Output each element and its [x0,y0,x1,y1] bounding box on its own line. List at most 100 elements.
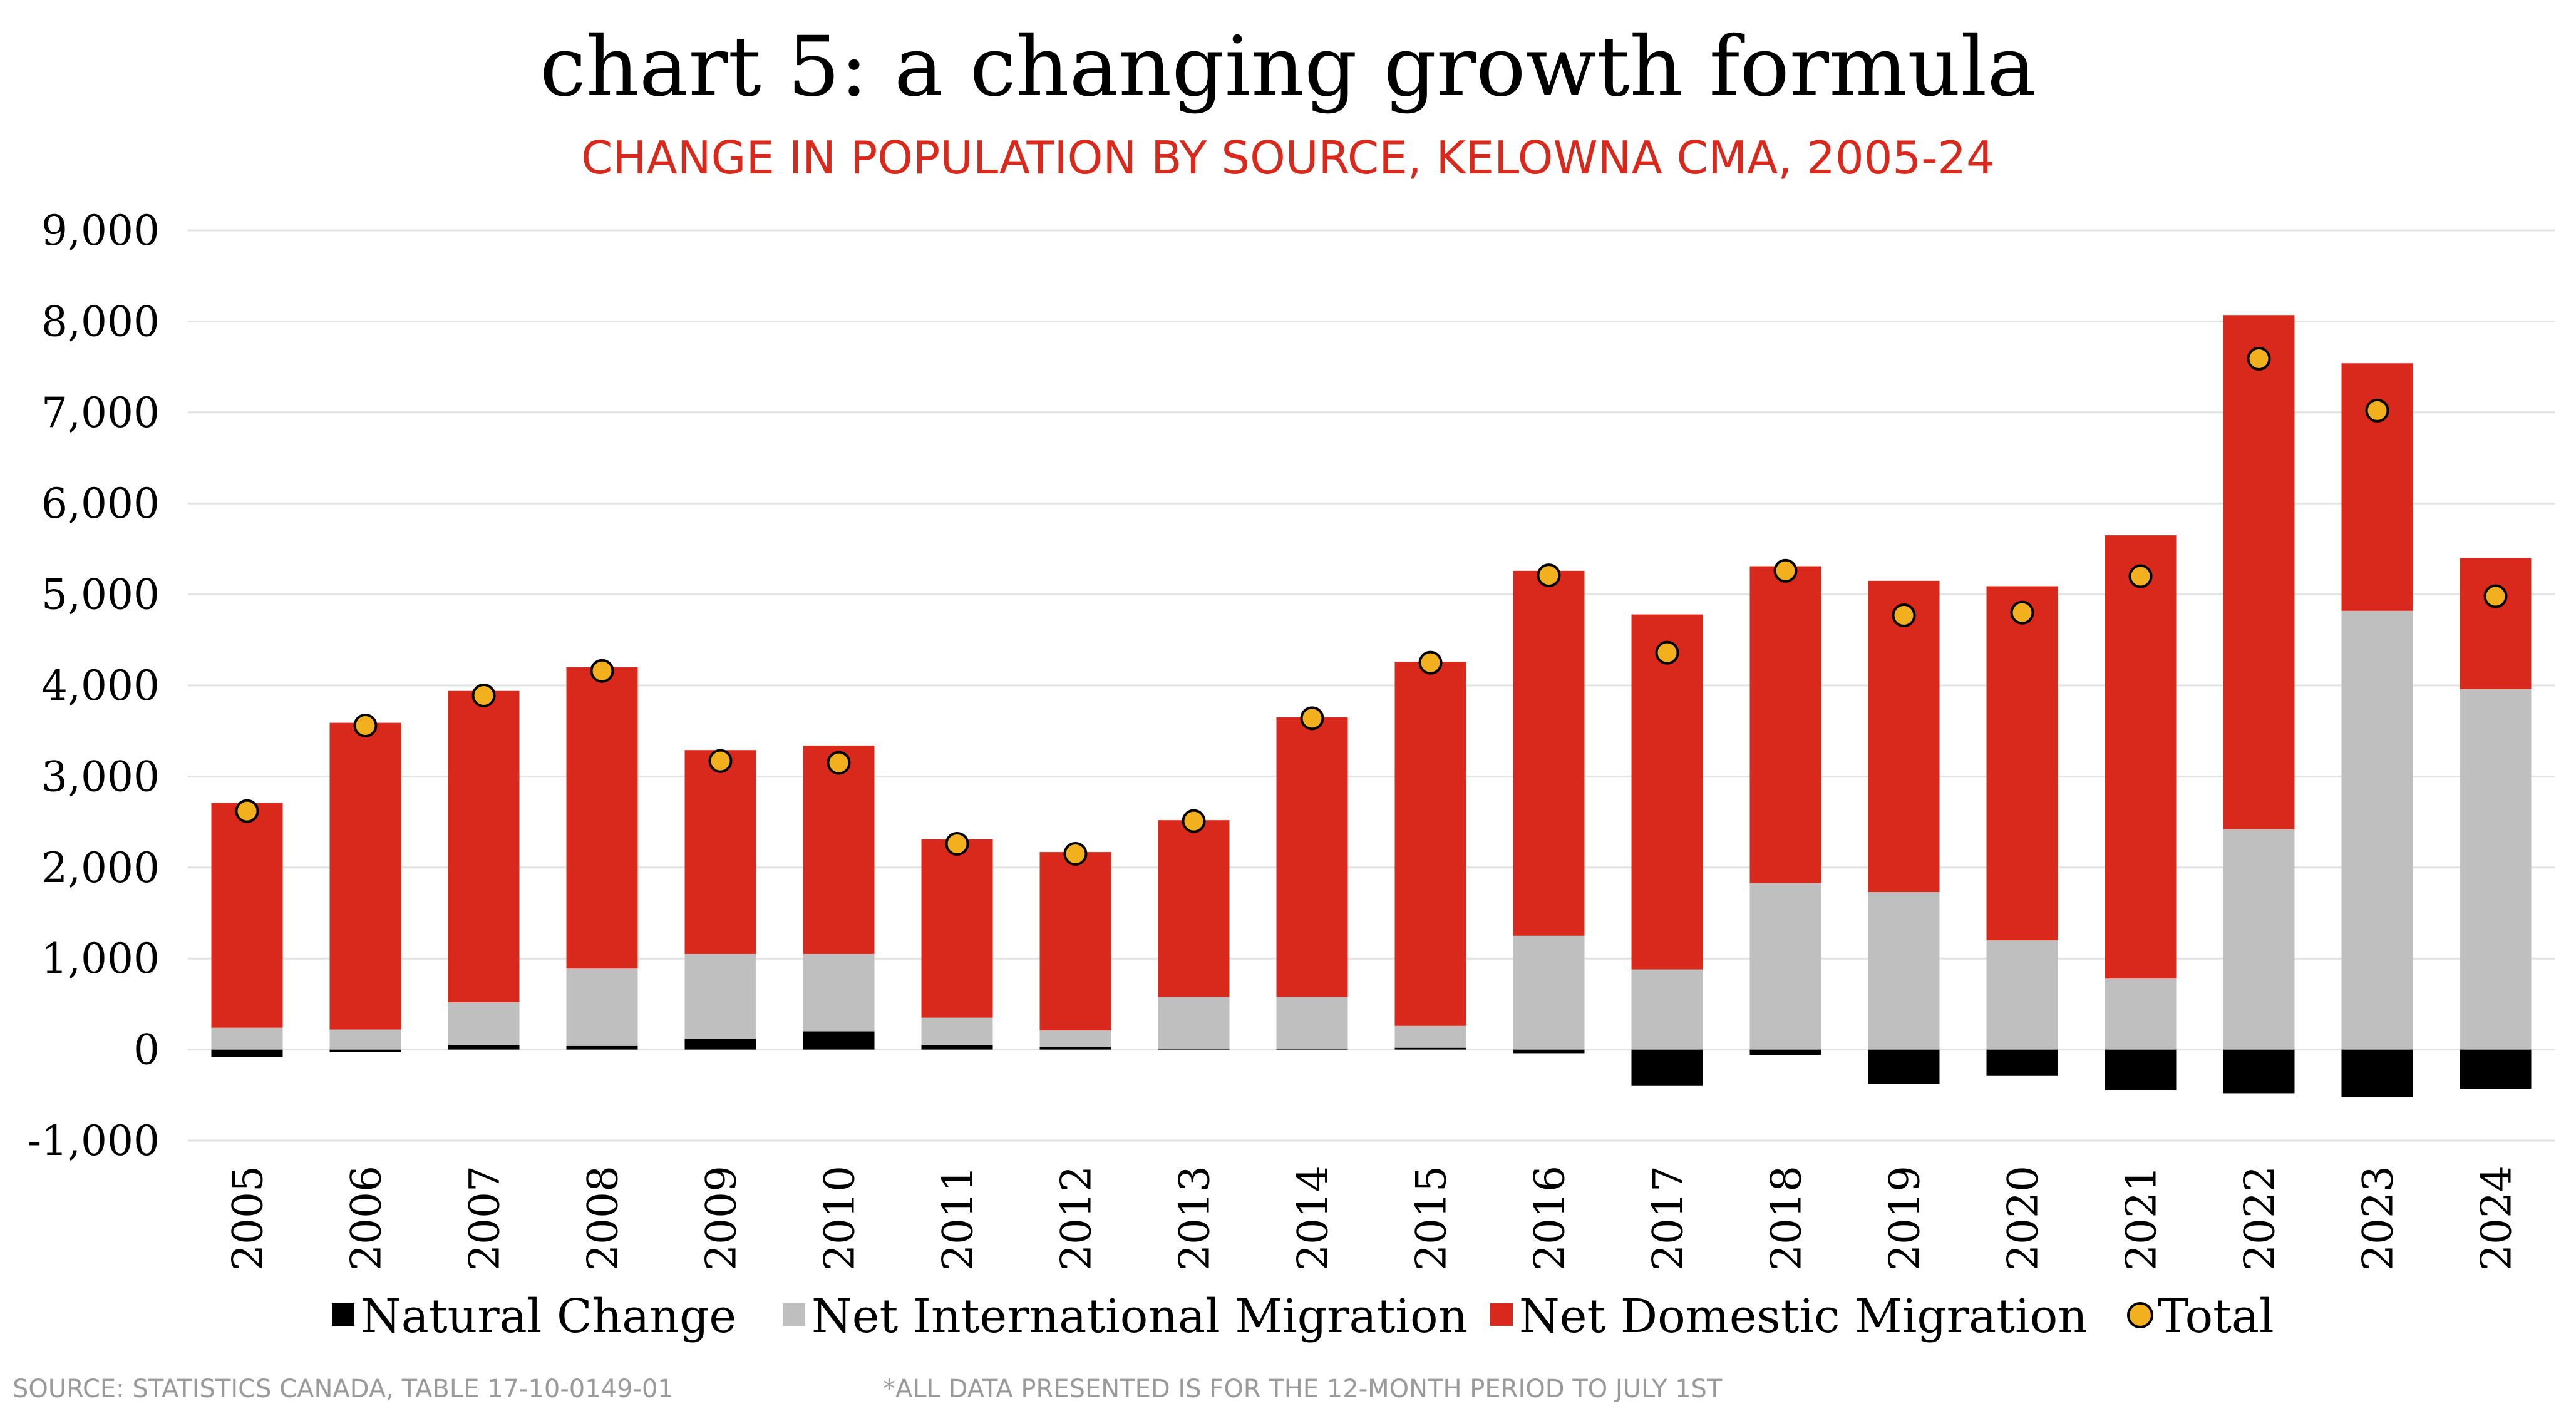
natural-change-bar [566,1045,638,1050]
domestic-migration-bar [803,745,875,954]
total-marker [2128,564,2153,588]
domestic-migration-bar [1394,662,1466,1026]
intl-migration-bar [329,1029,401,1050]
natural-change-bar [921,1045,993,1050]
legend-total-swatch [2127,1302,2153,1328]
total-marker [2010,600,2034,625]
natural-change-bar [1039,1047,1111,1050]
natural-change-bar [2460,1049,2532,1089]
chart-title: chart 5: a changing growth formula [539,19,2037,115]
chart-subtitle: CHANGE IN POPULATION BY SOURCE, KELOWNA … [581,131,1995,184]
intl-migration-bar [1039,1030,1111,1047]
domestic-migration-bar [921,839,993,1018]
natural-change-bar [2223,1049,2295,1094]
y-tick-label: 9,000 [41,207,160,255]
natural-change-bar [1394,1047,1466,1050]
intl-migration-bar [2341,610,2413,1050]
y-tick-label: 3,000 [41,752,160,801]
y-tick-label: 5,000 [41,571,160,619]
x-tick-label: 2008 [579,1166,627,1271]
total-marker [1655,640,1679,665]
legend: Natural Change Net International Migratio… [332,1290,2274,1343]
domestic-migration-bar [1868,580,1940,893]
domestic-migration-bar [1749,566,1821,883]
total-marker [1300,706,1324,731]
x-tick-label: 2011 [934,1166,982,1271]
total-marker [471,683,496,707]
natural-change-bar [2105,1049,2177,1091]
intl-migration-bar [1749,883,1821,1050]
intl-migration-bar [2223,829,2295,1050]
y-tick-label: 8,000 [41,297,160,346]
total-marker [2365,398,2389,423]
domestic-migration-bar [2460,558,2532,689]
x-tick-label: 2021 [2118,1166,2166,1271]
x-tick-label: 2022 [2236,1166,2284,1271]
domestic-migration-bar [1158,820,1230,997]
y-axis-ticks: 9,000 8,000 7,000 6,000 5,000 4,000 3,000 2,000… [28,207,160,1165]
intl-migration-bar [1868,892,1940,1050]
natural-change-bar [2341,1049,2413,1097]
x-tick-label: 2019 [1881,1166,1929,1271]
total-marker [590,659,614,683]
total-marker [1537,563,1561,588]
intl-migration-bar [1158,997,1230,1049]
intl-migration-bar [803,953,875,1032]
domestic-migration-bar [1039,852,1111,1031]
natural-change-bar [803,1031,875,1050]
intl-migration-bar [566,968,638,1046]
legend-intl-migration-swatch [783,1303,805,1326]
total-marker [1182,809,1206,833]
intl-migration-bar [921,1017,993,1045]
x-tick-label: 2024 [2473,1166,2521,1271]
total-markers [235,347,2508,866]
x-tick-label: 2007 [461,1166,509,1271]
x-tick-label: 2009 [698,1166,746,1271]
natural-change-bar [211,1049,283,1057]
y-tick-label: 0 [133,1026,160,1074]
legend-natural-change-swatch [332,1303,354,1326]
natural-change-bar [329,1049,401,1052]
domestic-migration-bar [1631,614,1703,970]
natural-change-bar [448,1045,520,1050]
natural-change-bar [1631,1049,1703,1086]
natural-change-bar [1513,1049,1585,1054]
x-tick-label: 2023 [2354,1166,2403,1271]
total-marker [945,831,969,856]
total-marker [353,713,378,737]
intl-migration-bar [684,953,756,1039]
gridlines [188,229,2555,1142]
domestic-migration-bar [566,667,638,969]
intl-migration-bar [211,1027,283,1050]
legend-domestic-migration-label: Net Domestic Migration [1519,1290,2088,1343]
intl-migration-bar [1394,1025,1466,1048]
y-tick-label: 1,000 [41,935,160,983]
legend-natural-change-label: Natural Change [361,1290,736,1343]
domestic-migration-bar [2105,535,2177,979]
intl-migration-bar [2105,978,2177,1050]
x-tick-label: 2020 [1999,1166,2048,1271]
y-tick-label: -1,000 [28,1117,160,1165]
x-axis-ticks: 2005 2006 2007 2008 2009 2010 2011 2012 2013 2014… [224,1166,2521,1271]
natural-change-bar [1749,1049,1821,1055]
total-marker [1063,841,1088,866]
domestic-migration-bar [1276,717,1348,997]
bars [211,315,2532,1097]
total-marker [1773,558,1798,583]
total-marker [708,749,733,773]
intl-migration-bar [1631,969,1703,1050]
x-tick-label: 2018 [1763,1166,1811,1271]
x-tick-label: 2017 [1644,1166,1692,1271]
total-marker [1892,603,1916,628]
data-period-note: *ALL DATA PRESENTED IS FOR THE 12-MONTH … [883,1375,1723,1403]
legend-intl-migration-label: Net International Migration [811,1290,1468,1343]
total-marker [2247,347,2271,371]
intl-migration-bar [1513,935,1585,1050]
total-marker [1418,650,1443,675]
x-tick-label: 2012 [1053,1166,1101,1271]
source-note: SOURCE: STATISTICS CANADA, TABLE 17-10-0… [13,1375,674,1403]
intl-migration-bar [448,1002,520,1045]
x-tick-label: 2005 [224,1166,272,1271]
natural-change-bar [1986,1049,2058,1076]
